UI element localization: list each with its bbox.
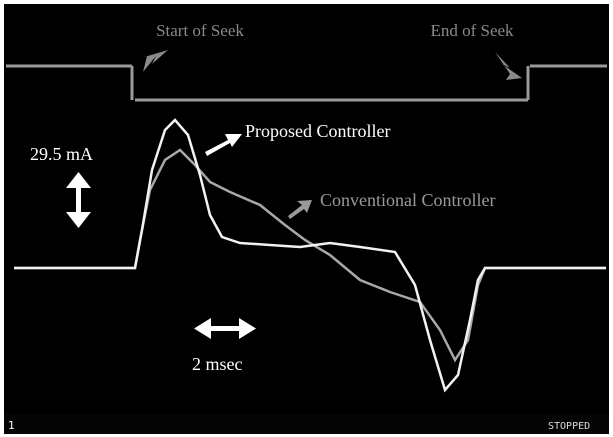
current-label: 29.5 mA xyxy=(30,144,93,164)
status-bar xyxy=(4,414,609,434)
channel-label: 1 xyxy=(8,419,15,432)
status-label: STOPPED xyxy=(548,421,590,432)
scope-screenshot: Start of Seek End of Seek 29.5 mA Propos… xyxy=(0,0,613,437)
start-seek-label: Start of Seek xyxy=(156,21,244,40)
time-label: 2 msec xyxy=(192,354,242,374)
proposed-label: Proposed Controller xyxy=(245,121,391,141)
conventional-label: Conventional Controller xyxy=(320,190,495,210)
end-seek-label: End of Seek xyxy=(430,21,514,40)
